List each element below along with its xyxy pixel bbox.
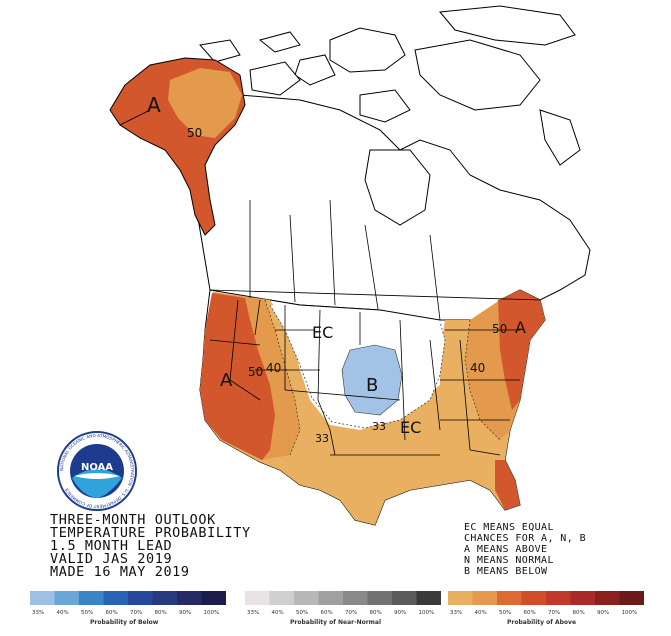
- legend-above-tick-label: 100%: [622, 610, 638, 616]
- legend-near-tick-label: 100%: [419, 610, 435, 616]
- outlook-title: THREE-MONTH OUTLOOK TEMPERATURE PROBABIL…: [50, 512, 251, 580]
- below-33-label: 33: [372, 420, 386, 433]
- legend-above-swatch: [546, 591, 571, 605]
- note-line-1: EC MEANS EQUAL: [464, 522, 554, 533]
- legend-near-tick-label: 50%: [296, 610, 308, 616]
- legend-above-swatch: [570, 591, 595, 605]
- legend-below-swatch: [54, 591, 79, 605]
- legend-below-tick-label: 100%: [204, 610, 220, 616]
- legend-above-tick-label: 80%: [573, 610, 585, 616]
- legend-above-swatch: [497, 591, 522, 605]
- legend-above-tick-label: 40%: [475, 610, 487, 616]
- legend-near-swatch: [392, 591, 417, 605]
- legend-above-swatch: [619, 591, 644, 605]
- title-line-3: 1.5 MONTH LEAD: [50, 538, 173, 554]
- title-line-4: VALID JAS 2019: [50, 551, 173, 567]
- legend-below: 33% 40% 50% 60% 70% 80% 90% 100%: [30, 591, 226, 616]
- legend-near: 33% 40% 50% 60% 70% 80% 90% 100%: [245, 591, 441, 616]
- legend-below-tick-label: 60%: [106, 610, 118, 616]
- legend-above-tick-label: 90%: [597, 610, 609, 616]
- alaska-above-label: A: [147, 93, 161, 117]
- political-boundaries: [209, 199, 541, 456]
- note-line-4: N MEANS NORMAL: [464, 555, 554, 566]
- ec-north-label: EC: [312, 323, 333, 342]
- legend-above-title: Probability of Above: [507, 619, 576, 626]
- alaska-50-label: 50: [187, 126, 202, 140]
- legend-below-swatch: [103, 591, 128, 605]
- northeast-above-label: A: [515, 318, 526, 337]
- northeast-50-label: 50: [492, 322, 507, 336]
- legend-near-swatch: [294, 591, 319, 605]
- south-33-label: 33: [315, 432, 329, 445]
- legend-near-tick-label: 80%: [370, 610, 382, 616]
- legend-below-tick-label: 90%: [179, 610, 191, 616]
- legend-near-tick-label: 33%: [247, 610, 259, 616]
- legend-below-swatch: [152, 591, 177, 605]
- legend-above-swatch: [521, 591, 546, 605]
- legend-above-swatch: [472, 591, 497, 605]
- legend-below-swatch: [79, 591, 104, 605]
- legend-near-swatch: [318, 591, 343, 605]
- legend-above-tick-label: 33%: [450, 610, 462, 616]
- legend-below-title: Probability of Below: [90, 619, 159, 626]
- legend-below-tick-label: 33%: [32, 610, 44, 616]
- legend-below-tick-label: 70%: [130, 610, 142, 616]
- title-line-5: MADE 16 MAY 2019: [50, 564, 190, 580]
- legend-below-swatch: [128, 591, 153, 605]
- west-50-label: 50: [248, 365, 263, 379]
- legend-near-swatch: [245, 591, 270, 605]
- legend-near-tick-label: 70%: [345, 610, 357, 616]
- legend-below-tick-label: 50%: [81, 610, 93, 616]
- note-line-3: A MEANS ABOVE: [464, 544, 548, 555]
- legend-near-swatch: [269, 591, 294, 605]
- legend-near-tick-label: 60%: [321, 610, 333, 616]
- note-line-2: CHANCES FOR A, N, B: [464, 533, 586, 544]
- contour-lines: [264, 299, 501, 456]
- legend-near-swatch: [416, 591, 441, 605]
- conus: [199, 289, 546, 526]
- ec-south-label: EC: [400, 418, 421, 437]
- title-line-1: THREE-MONTH OUTLOOK: [50, 512, 216, 528]
- legend-near-tick-label: 90%: [394, 610, 406, 616]
- legend-above-tick-label: 60%: [524, 610, 536, 616]
- legend-below-tick-label: 40%: [57, 610, 69, 616]
- legend-explanation: EC MEANS EQUAL CHANCES FOR A, N, B A MEA…: [464, 522, 586, 577]
- legend-near-swatch: [343, 591, 368, 605]
- legend-below-swatch: [30, 591, 55, 605]
- arctic-islands: [199, 5, 581, 166]
- legend-below-swatch: [201, 591, 226, 605]
- west-40-label: 40: [266, 361, 281, 375]
- alaska: [109, 57, 246, 236]
- note-line-5: B MEANS BELOW: [464, 566, 548, 577]
- east-40-label: 40: [470, 361, 485, 375]
- legend-near-swatch: [367, 591, 392, 605]
- legend-above: 33% 40% 50% 60% 70% 80% 90% 100%: [448, 591, 644, 616]
- legend-below-tick-label: 80%: [155, 610, 167, 616]
- legend-near-title: Probability of Near-Normal: [290, 619, 381, 626]
- west-above-label: A: [220, 370, 233, 391]
- below-label: B: [366, 375, 378, 396]
- legend-above-tick-label: 70%: [548, 610, 560, 616]
- legend-above-swatch: [448, 591, 473, 605]
- noaa-logo: NOAA NATIONAL OCEANIC AND ATMOSPHERIC AD…: [57, 431, 137, 511]
- legend-above-tick-label: 50%: [499, 610, 511, 616]
- legend-near-tick-label: 40%: [272, 610, 284, 616]
- title-line-2: TEMPERATURE PROBABILITY: [50, 525, 251, 541]
- noaa-logo-word: NOAA: [81, 462, 113, 473]
- legend-above-swatch: [595, 591, 620, 605]
- legend-below-swatch: [177, 591, 202, 605]
